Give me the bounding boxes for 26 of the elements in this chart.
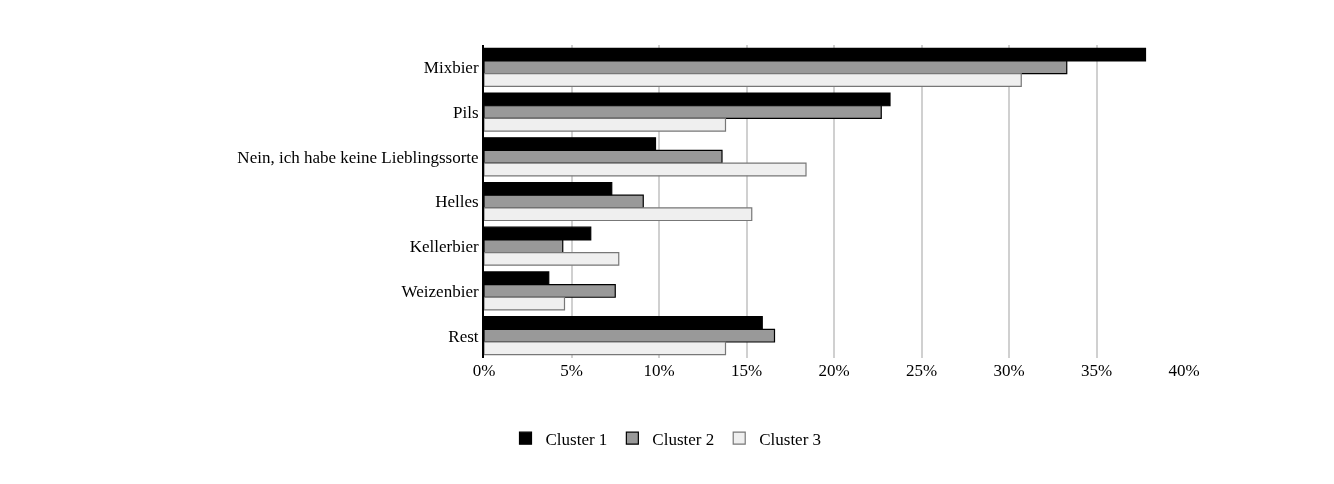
- y-tick-label: Pils: [453, 103, 479, 123]
- bar: [484, 341, 727, 356]
- bar: [484, 296, 566, 311]
- y-tick-label: Helles: [435, 192, 479, 212]
- x-tick-label: 5%: [560, 361, 583, 380]
- x-tick-label: 40%: [1168, 361, 1200, 380]
- y-tick-label: Mixbier: [423, 58, 479, 78]
- x-tick-label: 0%: [472, 361, 496, 380]
- x-tick-label: 20%: [818, 361, 850, 380]
- legend-label: Cluster 3: [759, 429, 822, 449]
- x-tick-label: 10%: [643, 361, 675, 380]
- x-tick-label: 30%: [993, 361, 1025, 380]
- y-tick-label: Kellerbier: [409, 237, 479, 257]
- bar: [484, 207, 753, 222]
- bar: [484, 162, 807, 177]
- x-tick-label: 25%: [905, 361, 938, 380]
- x-tick-label: 35%: [1080, 361, 1113, 380]
- y-tick-label: Nein, ich habe keine Lieblingssorte: [237, 147, 479, 167]
- y-tick-label: Weizenbier: [401, 281, 479, 301]
- bar: [484, 117, 727, 132]
- bar: [484, 73, 1022, 87]
- legend-label: Cluster 2: [652, 429, 715, 449]
- bar: [484, 251, 620, 266]
- x-tick-label: 15%: [730, 361, 763, 380]
- legend-label: Cluster 1: [545, 429, 608, 449]
- y-tick-label: Rest: [448, 326, 479, 346]
